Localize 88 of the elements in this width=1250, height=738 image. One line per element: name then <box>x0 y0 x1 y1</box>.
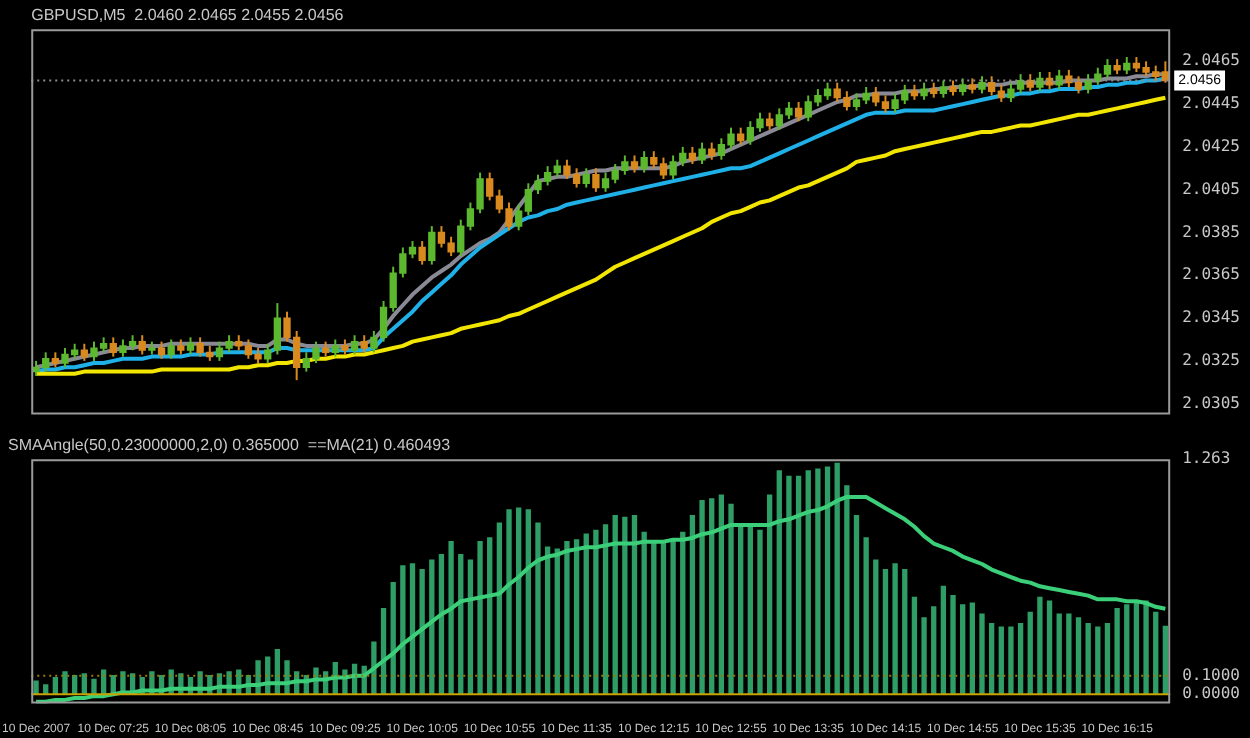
bar <box>602 524 609 695</box>
bar <box>786 475 792 695</box>
y-tick-label: 2.0465 <box>1182 51 1241 70</box>
bar <box>699 500 705 695</box>
y-tick-label: 2.0385 <box>1182 222 1241 241</box>
bar <box>863 537 869 695</box>
bar <box>950 594 956 695</box>
bar <box>718 494 725 695</box>
y-tick-label: 2.0405 <box>1182 179 1241 198</box>
bar <box>747 524 753 695</box>
bar <box>593 529 599 695</box>
bar <box>1066 613 1072 695</box>
candlestick <box>148 340 156 356</box>
bar <box>892 563 898 695</box>
bar <box>824 466 831 695</box>
y-tick-label: 1.263 <box>1182 449 1231 468</box>
bar <box>853 514 860 695</box>
bar <box>882 568 889 695</box>
bar <box>506 509 512 695</box>
y-tick-label: 0.1000 <box>1182 665 1241 684</box>
bar <box>998 626 1004 695</box>
bar <box>1114 608 1120 695</box>
bar <box>680 531 686 695</box>
y-tick-label: 0.0000 <box>1182 684 1241 703</box>
chart-title: SMAAngle(50,0.23000000,2,0) 0.365000 ==MA(21) 0.460493 <box>8 436 452 455</box>
bar <box>516 507 522 695</box>
bar <box>931 606 937 695</box>
bar <box>487 537 493 695</box>
bar <box>988 622 995 695</box>
bar <box>969 602 975 695</box>
bar <box>525 509 531 695</box>
bar <box>902 568 908 695</box>
bar <box>844 485 850 695</box>
bar <box>641 531 647 695</box>
bar <box>660 542 667 695</box>
y-tick-label: 2.0445 <box>1182 94 1241 113</box>
bar <box>496 522 503 695</box>
bar <box>795 475 802 695</box>
bar <box>612 514 618 695</box>
chart-title: GBPUSD,M5 2.0460 2.0465 2.0455 2.0456 <box>31 6 345 25</box>
bar <box>960 604 966 695</box>
bar <box>1017 622 1024 695</box>
bar <box>1085 622 1091 695</box>
bar <box>1037 596 1043 695</box>
bar <box>873 559 879 695</box>
bar <box>921 617 927 695</box>
bar <box>834 462 840 695</box>
bar <box>1095 626 1101 695</box>
bar <box>564 541 570 695</box>
bar <box>738 524 744 695</box>
bar <box>815 468 821 695</box>
bar <box>631 514 638 695</box>
bar <box>709 498 715 695</box>
bar <box>1046 600 1053 695</box>
bar <box>573 539 580 695</box>
bar <box>535 522 541 695</box>
y-tick-label: 2.0305 <box>1182 393 1241 412</box>
bar <box>448 541 454 695</box>
bar <box>776 470 782 695</box>
bar <box>583 533 589 695</box>
y-tick-label: 2.0325 <box>1182 351 1241 370</box>
bar <box>1143 600 1149 695</box>
bar <box>1104 622 1111 695</box>
y-tick-label: 2.0425 <box>1182 137 1241 156</box>
bar <box>670 541 676 695</box>
bar <box>1075 617 1082 695</box>
bar <box>979 613 985 695</box>
y-tick-label: 2.0365 <box>1182 265 1241 284</box>
bar <box>911 596 918 695</box>
bar <box>622 516 628 695</box>
bar <box>554 548 560 695</box>
bar <box>757 529 763 695</box>
bar <box>766 494 773 695</box>
bar <box>689 514 696 695</box>
bar <box>728 503 734 695</box>
bar <box>1162 625 1169 695</box>
bar <box>940 585 947 695</box>
bar <box>400 565 406 695</box>
bar <box>1056 613 1062 695</box>
bar <box>651 542 657 695</box>
bar <box>805 470 811 695</box>
bar <box>1027 611 1033 695</box>
bar <box>477 541 483 695</box>
bar <box>1153 611 1159 695</box>
y-tick-label: 2.0345 <box>1182 308 1241 327</box>
bar <box>419 568 425 695</box>
bar <box>1008 626 1014 695</box>
bar <box>1124 604 1130 695</box>
